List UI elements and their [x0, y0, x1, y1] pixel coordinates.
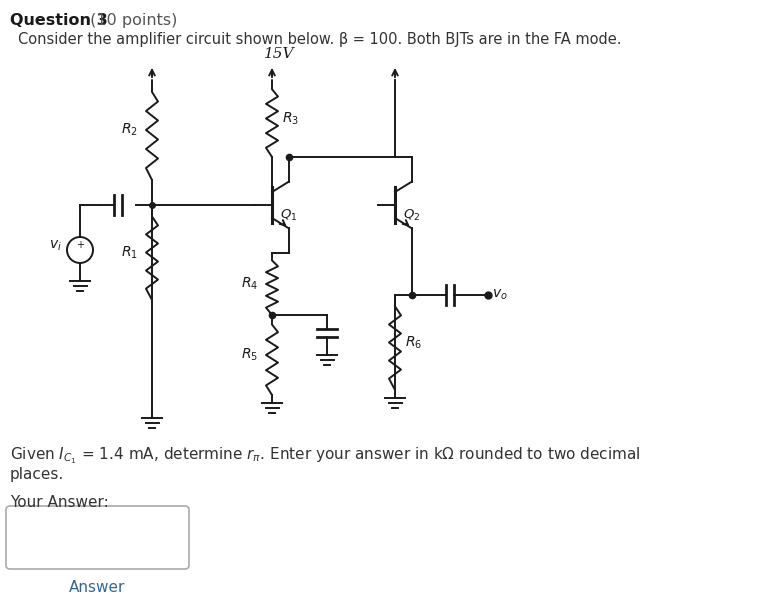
- FancyBboxPatch shape: [6, 506, 189, 569]
- Text: Your Answer:: Your Answer:: [10, 495, 108, 510]
- Text: +: +: [76, 240, 84, 250]
- Text: $R_3$: $R_3$: [282, 110, 299, 127]
- Text: Given $I_{C_1}$ = 1.4 mA, determine $r_{\pi}$. Enter your answer in k$\Omega$ ro: Given $I_{C_1}$ = 1.4 mA, determine $r_{…: [10, 445, 641, 465]
- Text: $v_i$: $v_i$: [49, 239, 62, 253]
- Text: places.: places.: [10, 467, 64, 482]
- Text: $R_5$: $R_5$: [241, 347, 258, 363]
- Text: 15V: 15V: [264, 47, 295, 61]
- Text: $R_1$: $R_1$: [121, 244, 138, 260]
- Text: $Q_1$: $Q_1$: [280, 208, 297, 223]
- Text: Answer: Answer: [69, 580, 126, 595]
- Text: $R_6$: $R_6$: [405, 334, 422, 351]
- Text: Question 3: Question 3: [10, 13, 108, 28]
- Text: $v_o$: $v_o$: [492, 288, 508, 302]
- Text: $R_2$: $R_2$: [121, 122, 138, 138]
- Text: (10 points): (10 points): [85, 13, 177, 28]
- Text: $R_4$: $R_4$: [241, 276, 258, 292]
- Text: Consider the amplifier circuit shown below. β = 100. Both BJTs are in the FA mod: Consider the amplifier circuit shown bel…: [18, 32, 622, 47]
- Text: $Q_2$: $Q_2$: [402, 208, 420, 223]
